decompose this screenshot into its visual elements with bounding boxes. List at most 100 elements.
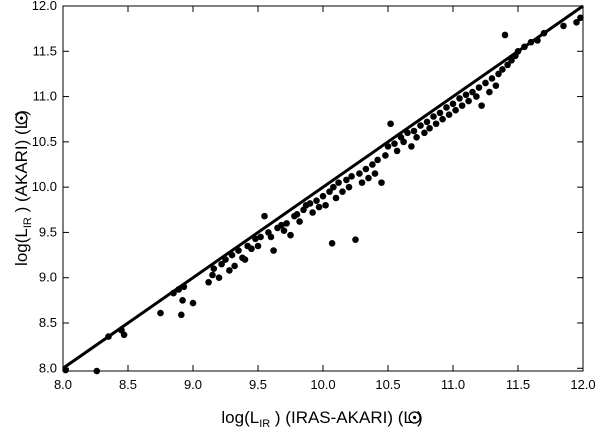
y-tick-label: 12.0 <box>32 0 57 13</box>
x-tick-label: 9.5 <box>249 377 267 392</box>
data-point <box>313 197 320 205</box>
data-point <box>287 231 294 239</box>
data-point <box>267 233 275 241</box>
data-point <box>365 174 372 182</box>
data-point <box>458 102 466 109</box>
data-point <box>218 260 225 268</box>
x-axis-label: log(LIR ) (IRAS-AKARI) (L ) <box>221 408 422 430</box>
data-point <box>157 309 164 317</box>
y-tick-labels: 8.0 8.5 9.0 9.5 10.0 10.5 11.0 11.5 12.0 <box>32 0 57 375</box>
data-point <box>475 84 483 91</box>
y-tick-label: 9.5 <box>39 224 57 239</box>
x-tick-label: 11.0 <box>441 377 465 392</box>
data-point <box>445 111 453 118</box>
data-point <box>421 129 428 137</box>
y-label-mid: ) (AKARI) (L <box>12 120 31 217</box>
data-point <box>231 262 238 270</box>
data-point <box>495 70 502 78</box>
data-point <box>410 127 418 135</box>
data-point <box>560 22 567 30</box>
x-tick-label: 8.0 <box>54 377 72 392</box>
data-point <box>488 75 496 82</box>
data-point <box>257 233 264 241</box>
data-point <box>205 278 212 286</box>
data-point <box>439 115 446 123</box>
y-tick-label: 8.0 <box>39 360 57 375</box>
data-point <box>348 172 355 180</box>
data-point <box>270 247 277 254</box>
data-point <box>473 93 480 100</box>
data-point <box>254 242 262 250</box>
data-point <box>486 88 493 96</box>
data-point <box>120 331 128 339</box>
data-point <box>93 367 101 375</box>
data-point <box>378 179 385 186</box>
data-point <box>189 299 197 307</box>
data-point <box>408 143 415 150</box>
data-point <box>413 134 420 141</box>
data-point <box>319 192 327 200</box>
data-point <box>393 147 401 155</box>
data-point <box>469 88 476 96</box>
data-point <box>352 236 359 243</box>
data-point <box>443 104 450 111</box>
data-point <box>417 122 424 129</box>
data-point <box>391 140 398 147</box>
data-point <box>322 201 329 209</box>
y-tick-label: 9.0 <box>39 270 57 285</box>
data-point <box>226 267 233 274</box>
data-point <box>426 124 433 132</box>
x-label-mid: ) (IRAS-AKARI) (L <box>270 408 412 427</box>
x-tick-label: 8.5 <box>119 377 137 392</box>
data-point <box>465 97 472 105</box>
data-point <box>293 211 301 218</box>
data-point <box>499 66 506 73</box>
data-point <box>209 271 216 279</box>
svg-text:log(LIR ) (AKARI) (L ): log(LIR ) (AKARI) (L ) <box>12 110 34 266</box>
data-point <box>356 170 363 177</box>
data-point <box>343 176 350 184</box>
data-point <box>358 179 366 186</box>
data-point <box>362 165 370 173</box>
data-point <box>241 256 249 263</box>
data-point <box>423 118 431 126</box>
data-point <box>261 212 268 220</box>
data-point <box>478 102 485 109</box>
data-point <box>345 183 353 191</box>
y-tick-label: 11.5 <box>33 43 57 58</box>
data-point <box>178 311 185 319</box>
data-point <box>501 31 509 39</box>
data-point <box>456 95 463 102</box>
x-tick-label: 10.0 <box>310 377 335 392</box>
svg-text:log(LIR ) (IRAS-AKARI) (L ): log(LIR ) (IRAS-AKARI) (L ) <box>221 408 422 430</box>
x-tick-labels: 8.0 8.5 9.0 9.5 10.0 10.5 11.0 11.5 12.0 <box>54 377 596 392</box>
reference-line <box>62 4 584 370</box>
y-tick-label: 11.0 <box>33 89 57 104</box>
data-point <box>332 194 340 202</box>
data-point <box>573 19 580 26</box>
data-point <box>309 209 316 216</box>
x-tick-label: 9.0 <box>184 377 202 392</box>
data-point <box>326 188 333 195</box>
data-point <box>462 91 470 99</box>
data-point <box>374 156 381 164</box>
x-tick-label: 10.5 <box>375 377 400 392</box>
sun-symbol-icon <box>408 411 421 424</box>
data-point <box>248 245 255 253</box>
y-tick-label: 8.5 <box>39 315 57 330</box>
data-point <box>306 200 314 207</box>
y-axis-label: log(LIR ) (AKARI) (L ) <box>12 110 34 266</box>
x-label-subscript: IR <box>259 418 270 430</box>
y-label-subscript: IR <box>22 217 34 228</box>
data-point <box>296 218 303 225</box>
data-point <box>335 179 342 186</box>
data-point <box>179 297 186 304</box>
data-point <box>577 14 584 22</box>
data-point <box>315 203 323 211</box>
data-point <box>328 239 336 247</box>
data-point <box>436 109 444 117</box>
data-point <box>382 152 389 159</box>
data-point <box>330 183 337 191</box>
data-point <box>504 61 511 69</box>
